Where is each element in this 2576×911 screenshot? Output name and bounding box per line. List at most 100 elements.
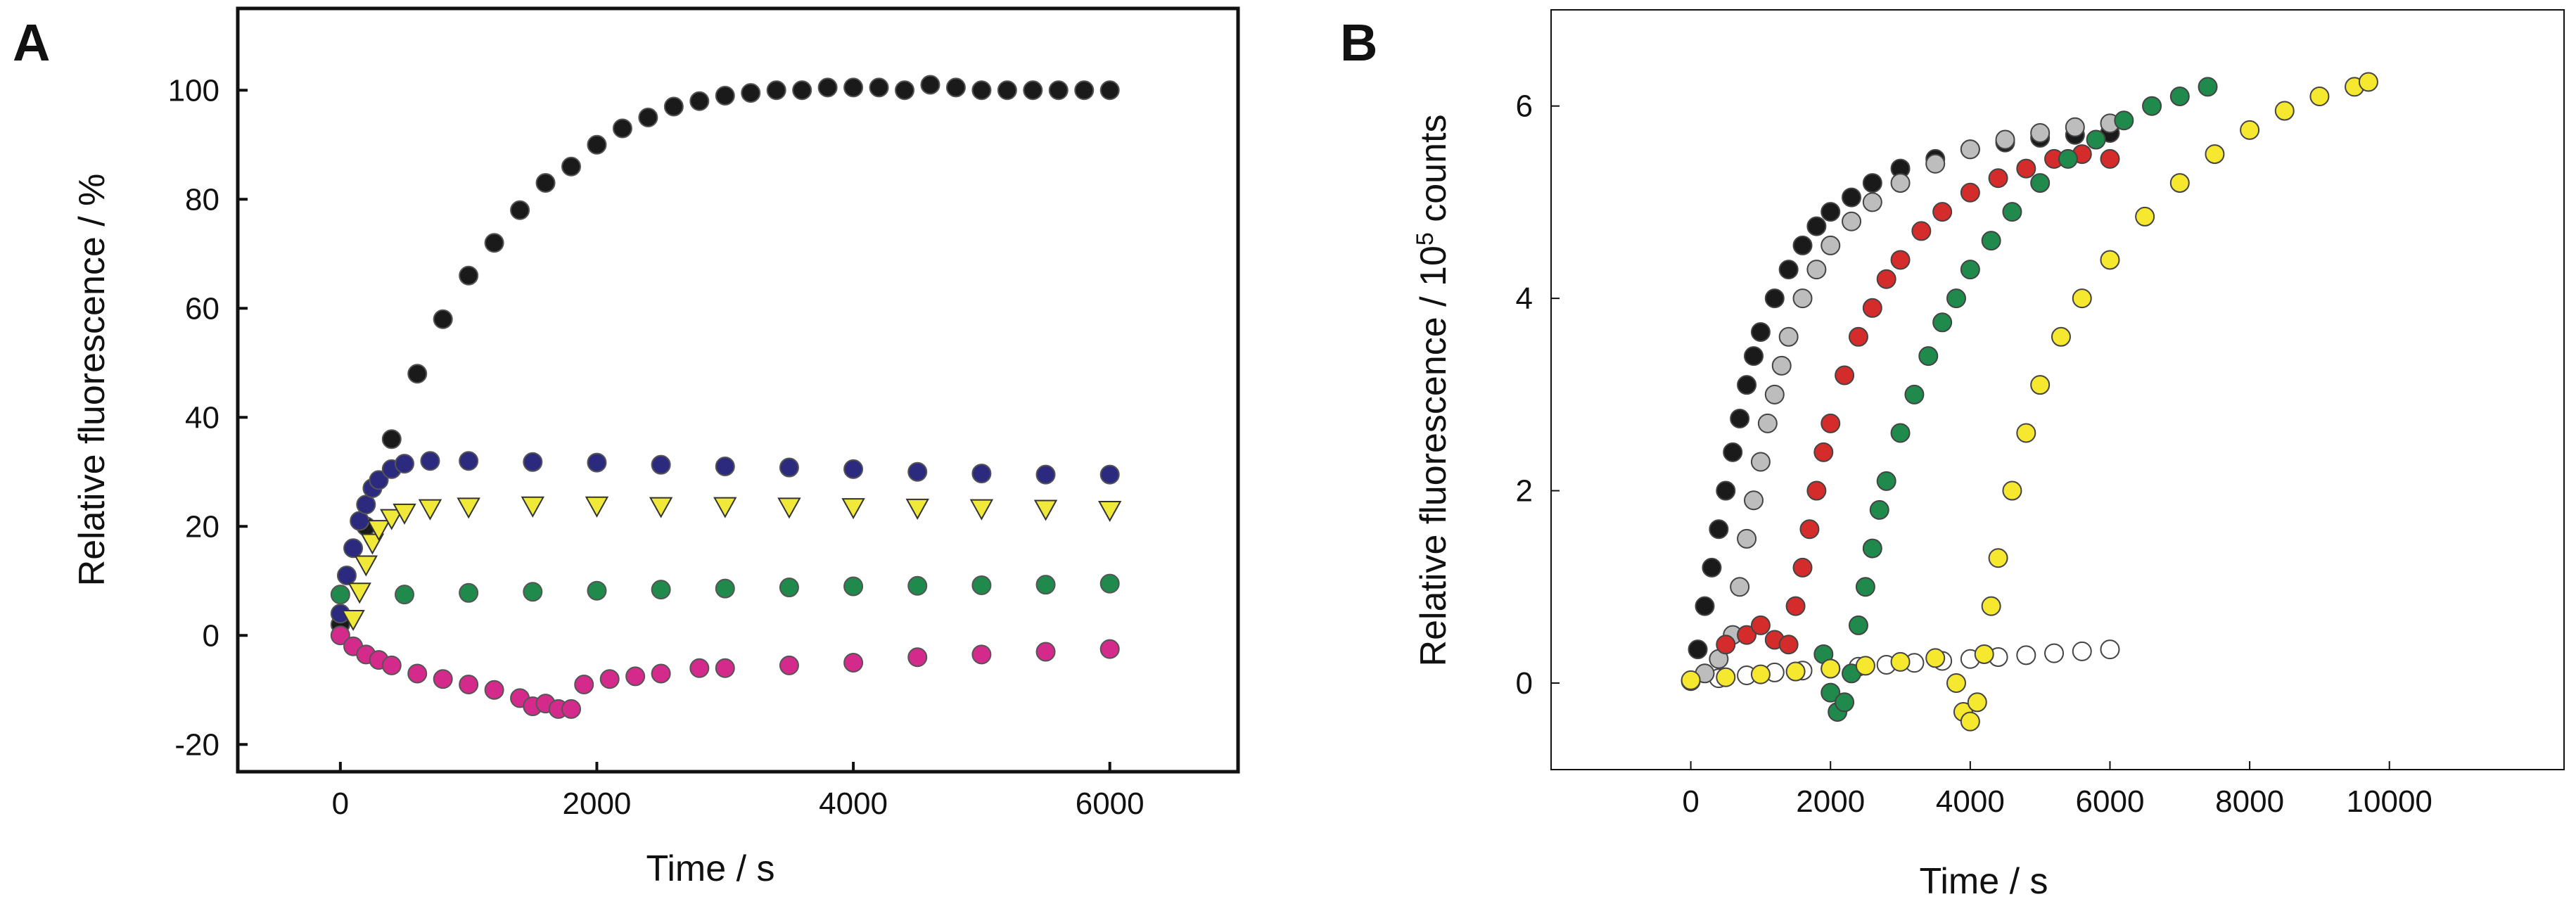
data-point bbox=[2135, 206, 2155, 227]
panel-a-x-tick-label: 2000 bbox=[563, 786, 632, 821]
data-point bbox=[2072, 288, 2092, 309]
data-point bbox=[585, 496, 609, 518]
data-point bbox=[689, 658, 710, 678]
data-point bbox=[1946, 288, 1966, 309]
data-point bbox=[1688, 639, 1708, 660]
data-point bbox=[1099, 573, 1120, 594]
data-point bbox=[1862, 192, 1882, 212]
data-point bbox=[1821, 235, 1841, 255]
data-point bbox=[395, 454, 414, 474]
panel-a-x-tick-label: 0 bbox=[332, 786, 349, 821]
panel-b-y-axis-title-main: Relative fluorescence / 10 bbox=[1413, 246, 1454, 666]
panel-a-series-magenta bbox=[330, 625, 1120, 719]
panel-b-x-tick-label: 6000 bbox=[2076, 784, 2145, 819]
panel-b-y-axis-title-suffix: counts bbox=[1413, 115, 1454, 233]
data-point bbox=[2100, 250, 2120, 270]
data-point bbox=[1932, 202, 1953, 222]
data-point bbox=[347, 582, 371, 604]
data-point bbox=[574, 675, 594, 694]
data-point bbox=[869, 77, 889, 98]
panel-b-y-axis-title-superscript: 5 bbox=[1412, 232, 1439, 246]
data-point bbox=[369, 470, 389, 490]
data-point bbox=[612, 118, 632, 139]
panel-a-y-tick-label: -20 bbox=[174, 727, 219, 762]
data-point bbox=[354, 555, 378, 577]
panel-b-y-tick-label: 0 bbox=[1516, 666, 1533, 701]
data-point bbox=[1778, 326, 1799, 347]
data-point bbox=[651, 454, 671, 475]
data-point bbox=[356, 495, 376, 515]
data-point bbox=[1862, 173, 1882, 193]
data-point bbox=[1750, 664, 1771, 684]
panel-a-y-tick-label: 80 bbox=[185, 182, 219, 217]
panel-a-y-tick-label: 100 bbox=[168, 73, 219, 108]
data-point bbox=[1764, 288, 1785, 309]
data-point bbox=[715, 578, 735, 599]
data-point bbox=[969, 499, 994, 521]
data-point bbox=[715, 457, 735, 476]
data-point bbox=[1702, 557, 1722, 578]
data-point bbox=[843, 653, 864, 673]
data-point bbox=[2016, 423, 2036, 443]
data-point bbox=[484, 680, 504, 700]
data-point bbox=[1890, 173, 1911, 193]
data-point bbox=[792, 80, 812, 101]
data-point bbox=[1737, 625, 1757, 645]
data-point bbox=[1960, 182, 1980, 203]
data-point bbox=[651, 580, 671, 600]
data-point bbox=[2016, 158, 2036, 179]
panel-b-x-tick-label: 0 bbox=[1682, 784, 1699, 819]
data-point bbox=[1925, 153, 1946, 174]
data-point bbox=[599, 669, 620, 689]
data-point bbox=[1785, 661, 1806, 682]
data-point bbox=[1988, 168, 2008, 189]
data-point bbox=[1750, 615, 1771, 635]
data-point bbox=[1771, 355, 1792, 376]
data-point bbox=[1848, 326, 1868, 347]
data-point bbox=[2114, 110, 2134, 131]
data-point bbox=[1716, 635, 1736, 655]
data-point bbox=[2358, 72, 2378, 92]
data-point bbox=[1960, 139, 1980, 160]
data-point bbox=[2065, 117, 2085, 137]
data-point bbox=[420, 451, 440, 471]
data-point bbox=[1730, 577, 1750, 597]
data-point bbox=[1911, 221, 1932, 241]
data-point bbox=[1023, 80, 1043, 101]
data-point bbox=[1862, 298, 1882, 318]
data-point bbox=[1848, 615, 1868, 635]
data-point bbox=[407, 364, 428, 384]
data-point bbox=[1035, 575, 1056, 595]
data-point bbox=[1709, 519, 1729, 540]
data-point bbox=[2240, 120, 2260, 140]
data-point bbox=[843, 459, 864, 479]
data-point bbox=[945, 77, 966, 98]
data-point bbox=[779, 578, 799, 598]
data-point bbox=[1723, 442, 1743, 462]
data-point bbox=[741, 83, 761, 103]
data-point bbox=[907, 575, 928, 596]
data-point bbox=[1890, 250, 1911, 270]
data-point bbox=[1842, 187, 1862, 208]
data-point bbox=[920, 75, 941, 95]
data-point bbox=[971, 464, 992, 484]
data-point bbox=[1876, 269, 1896, 289]
data-point bbox=[2142, 96, 2162, 116]
data-point bbox=[1074, 80, 1095, 101]
data-point bbox=[1869, 499, 1889, 520]
data-point bbox=[766, 80, 786, 101]
data-point bbox=[1813, 442, 1834, 462]
data-point bbox=[523, 582, 543, 602]
panel-b-plot-frame bbox=[1550, 9, 2565, 770]
data-point bbox=[1960, 711, 1980, 732]
data-point bbox=[1792, 557, 1813, 578]
data-point bbox=[2072, 641, 2092, 661]
data-point bbox=[905, 498, 929, 520]
data-point bbox=[817, 77, 838, 98]
data-point bbox=[649, 497, 673, 518]
data-point bbox=[1876, 471, 1896, 491]
data-point bbox=[713, 497, 737, 518]
data-point bbox=[336, 566, 357, 585]
panel-a-y-axis-title: Relative fluorescence / % bbox=[72, 174, 113, 587]
panel-b-x-axis-title: Time / s bbox=[1920, 861, 2048, 902]
